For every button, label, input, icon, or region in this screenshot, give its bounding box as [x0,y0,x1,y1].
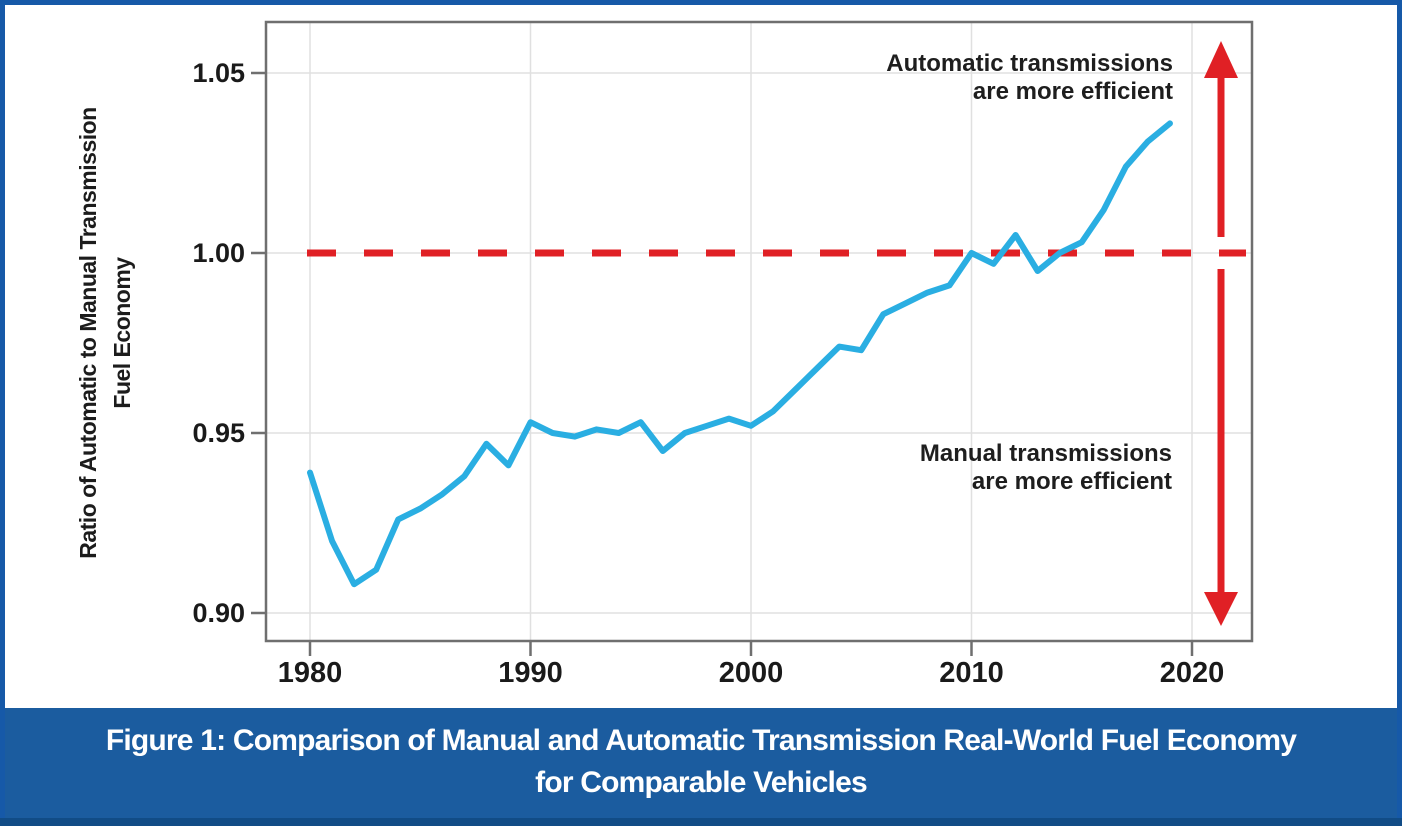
x-tick-label: 1980 [277,657,343,689]
y-axis-title: Ratio of Automatic to Manual Transmissio… [71,0,139,683]
y-tick-label: 0.90 [192,598,245,628]
x-tick-label: 2020 [1159,657,1225,689]
figure-border-bottom [0,818,1402,826]
y-axis-title-line2: Fuel Economy [109,257,135,409]
annotation-automatic: Automatic transmissions are more efficie… [886,50,1173,106]
x-tick-label: 1990 [498,657,563,689]
annotation-manual-line2: are more efficient [971,468,1172,495]
gridlines [266,22,1252,641]
caption-line2: for Comparable Vehicles [535,766,868,799]
arrow-up-head [1204,41,1238,78]
annotation-manual-line1: Manual transmissions [919,440,1172,467]
annotation-automatic-line2: are more efficient [972,78,1173,105]
y-tick-label: 1.05 [192,58,245,88]
y-tick-label: 0.95 [192,418,245,448]
x-tick-label: 2000 [718,657,784,689]
y-axis-title-line1: Ratio of Automatic to Manual Transmissio… [75,107,101,559]
x-tick-label: 2010 [939,657,1004,689]
data-line [307,120,1173,588]
plot-frame [264,20,1254,643]
annotation-manual: Manual transmissions are more efficient [920,440,1172,496]
arrow-down-head [1204,592,1238,626]
double-arrow-icon [1204,41,1238,626]
caption-band: Figure 1: Comparison of Manual and Autom… [0,708,1402,826]
annotation-automatic-line1: Automatic transmissions [886,50,1173,77]
caption-line1: Figure 1: Comparison of Manual and Autom… [105,724,1297,757]
axis-tick-marks [251,71,1194,656]
y-tick-label: 1.00 [192,238,245,268]
